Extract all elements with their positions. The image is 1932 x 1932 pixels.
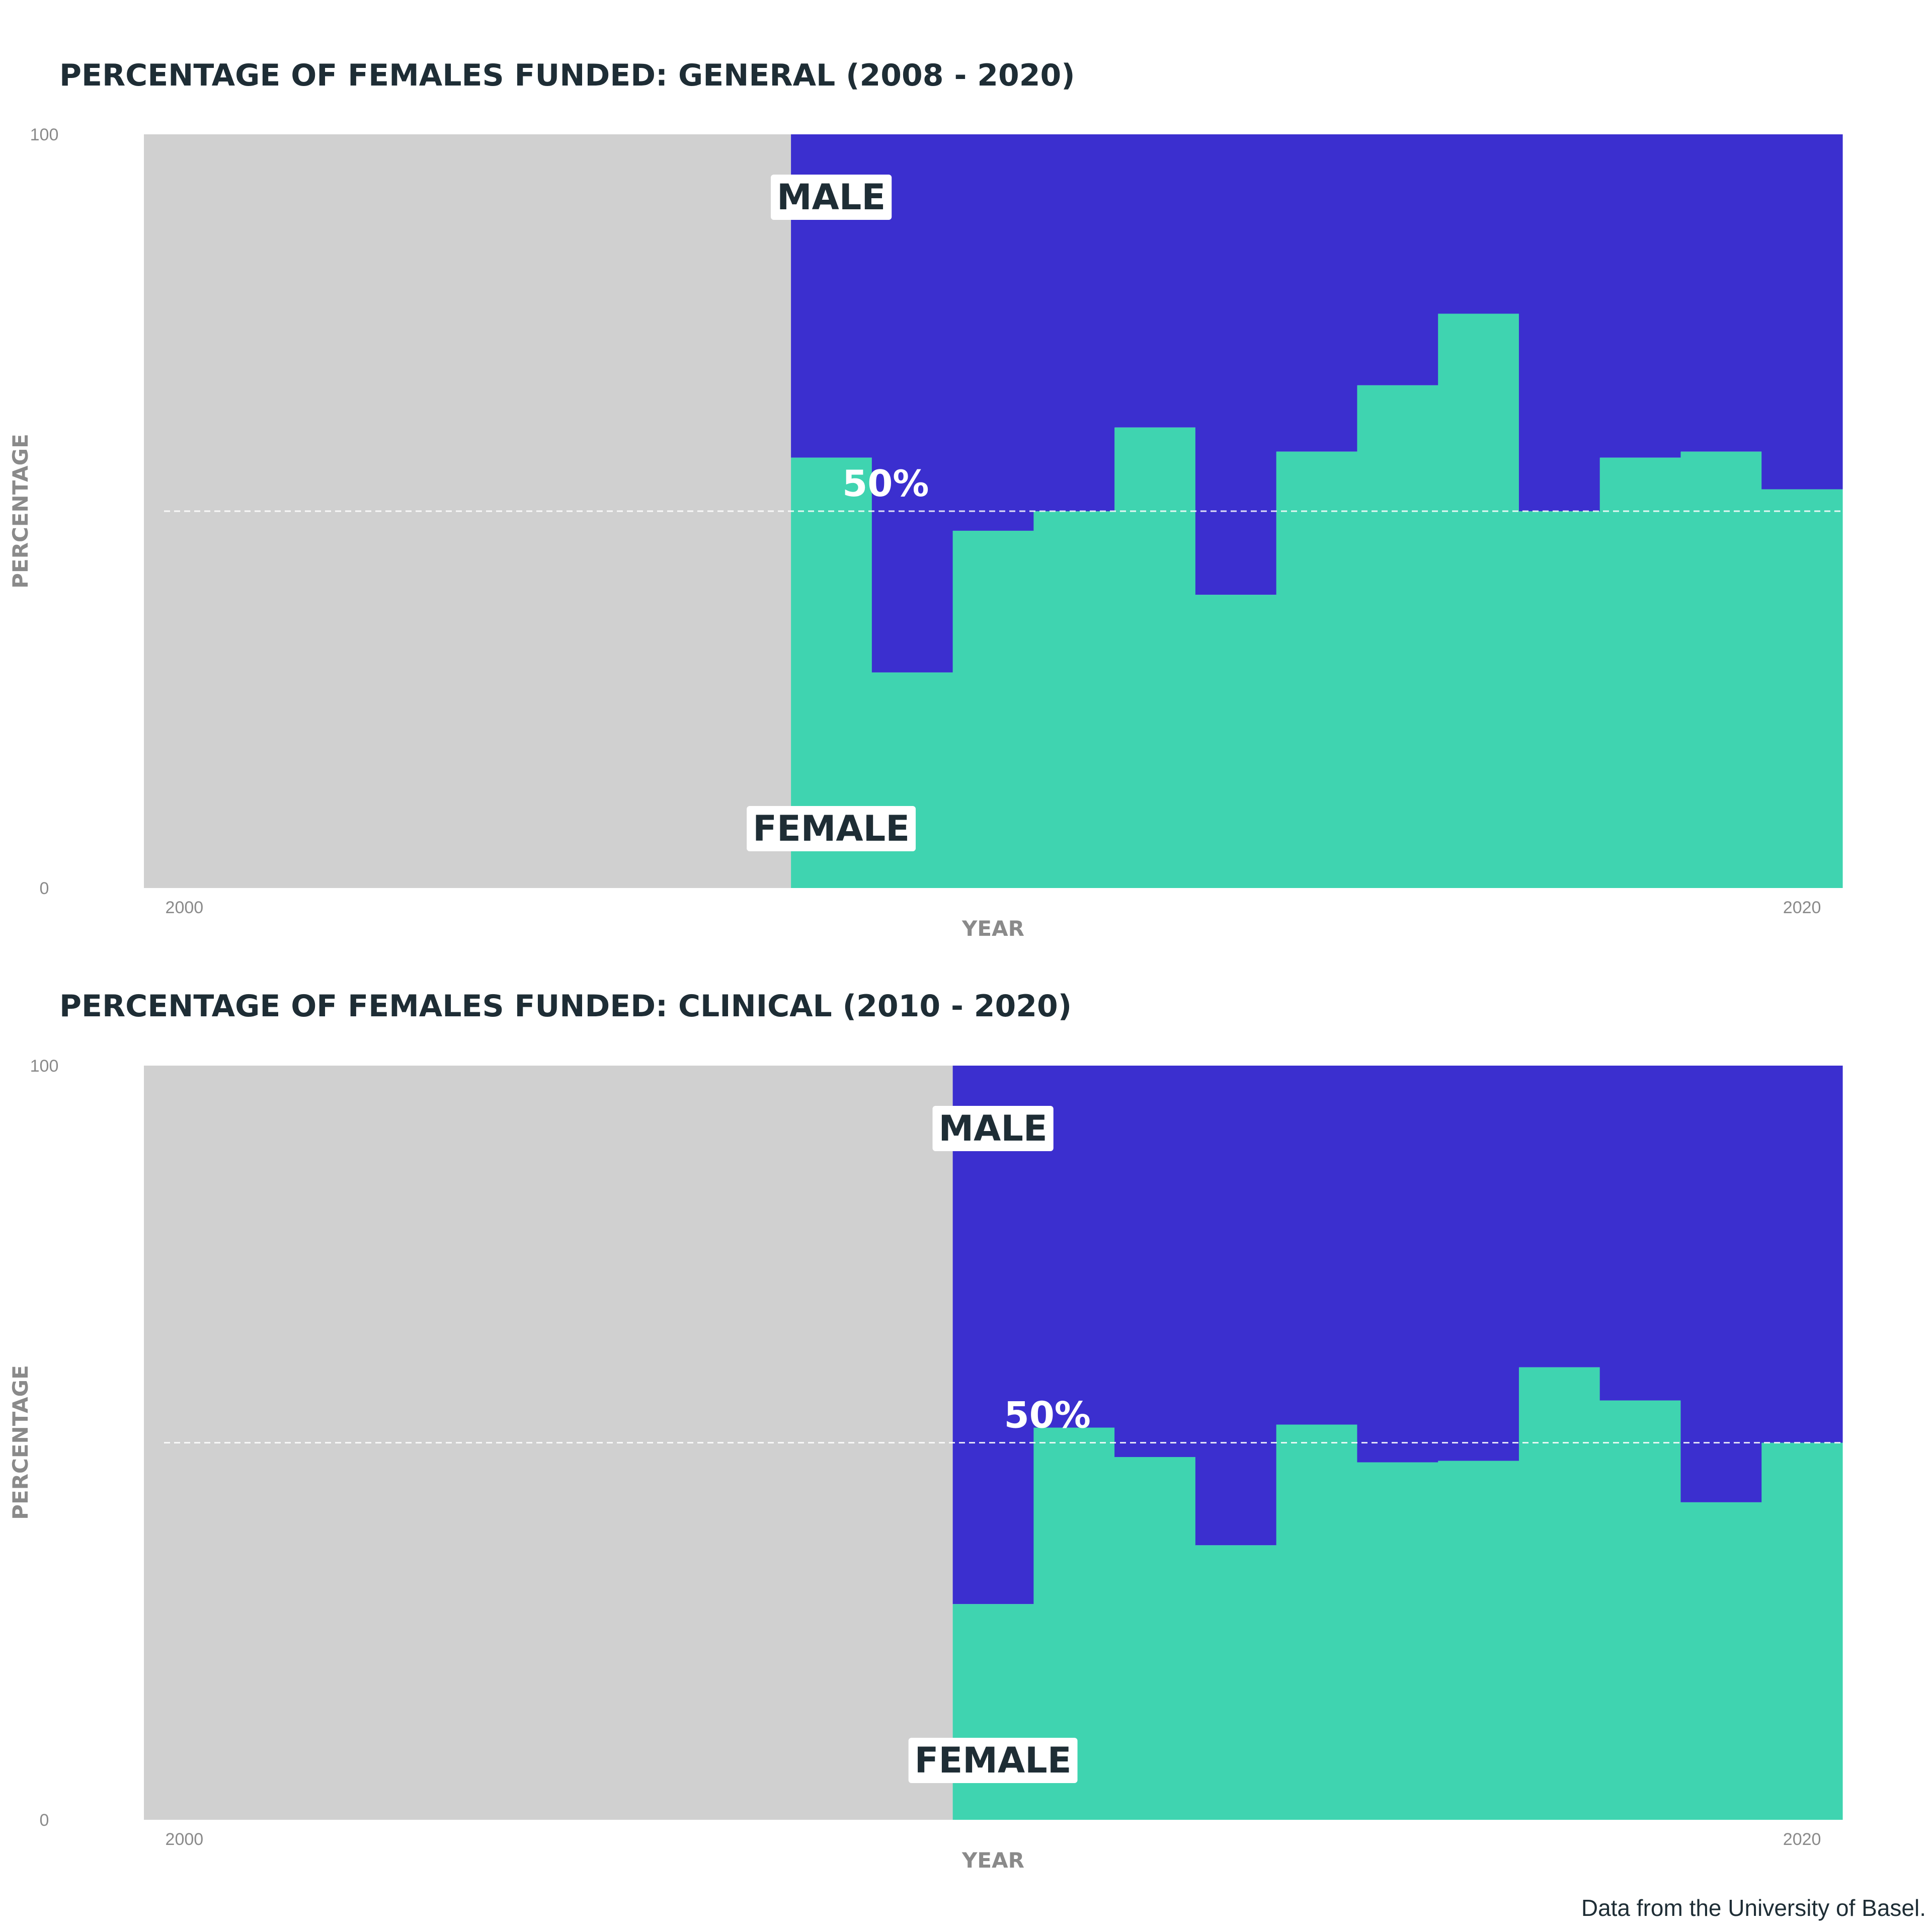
female-bar-2020	[1761, 489, 1843, 888]
female-bar-2015	[1357, 1462, 1438, 1820]
male-bar-2011	[1033, 134, 1115, 511]
x-tick-label: 2000	[166, 898, 204, 917]
y-tick-label: 100	[30, 125, 59, 144]
male-bar-2018	[1599, 1066, 1681, 1401]
female-bar-2014	[1276, 1424, 1358, 1820]
x-tick-label: 2020	[1783, 898, 1821, 917]
male-bar-2016	[1438, 1066, 1519, 1461]
female-bar-2014	[1276, 451, 1358, 888]
male-bar-2010	[952, 134, 1034, 531]
y-tick-label: 100	[30, 1057, 59, 1076]
female-bar-2019	[1680, 1502, 1762, 1820]
female-bar-2011	[1033, 511, 1115, 888]
fifty-percent-label: 50%	[1004, 1394, 1091, 1436]
female-bar-2010	[952, 530, 1034, 888]
female-bar-2017	[1518, 511, 1600, 888]
male-bar-2020	[1761, 1066, 1843, 1443]
male-bar-2018	[1599, 134, 1681, 458]
male-bar-2017	[1518, 134, 1600, 511]
female-bar-2019	[1680, 451, 1762, 888]
male-series-label: MALE	[938, 1108, 1047, 1149]
male-bar-2012	[1114, 1066, 1196, 1457]
female-bar-2015	[1357, 385, 1438, 888]
female-series-label-box	[747, 806, 916, 851]
y-tick-label: 0	[40, 879, 49, 898]
female-series-label-group: FEMALE	[747, 806, 916, 851]
x-tick-label: 2020	[1783, 1830, 1821, 1849]
male-bar-2010	[952, 1066, 1034, 1604]
male-series-label-group: MALE	[932, 1106, 1054, 1151]
male-series-label-box	[770, 175, 892, 220]
female-bar-2017	[1518, 1367, 1600, 1820]
y-axis-label: PERCENTAGE	[8, 1365, 33, 1520]
male-bar-2014	[1276, 1066, 1358, 1425]
male-bar-2012	[1114, 134, 1196, 428]
female-bar-2020	[1761, 1442, 1843, 1820]
male-series-label-box	[932, 1106, 1054, 1151]
male-bar-2019	[1680, 134, 1762, 452]
male-bar-2019	[1680, 1066, 1762, 1502]
male-bar-2020	[1761, 134, 1843, 490]
male-bar-2009	[871, 134, 953, 673]
female-bar-2009	[871, 672, 953, 888]
female-bar-2012	[1114, 427, 1196, 888]
male-bar-2014	[1276, 134, 1358, 452]
male-bar-2015	[1357, 1066, 1438, 1463]
chart-title: PERCENTAGE OF FEMALES FUNDED: CLINICAL (…	[59, 989, 1072, 1024]
fifty-percent-label: 50%	[842, 462, 929, 505]
female-bar-2012	[1114, 1457, 1196, 1820]
x-axis-label: YEAR	[961, 1848, 1024, 1873]
female-bar-2013	[1195, 595, 1277, 888]
panel-general: PERCENTAGE OF FEMALES FUNDED: GENERAL (2…	[8, 58, 1843, 941]
male-series-label: MALE	[777, 177, 886, 218]
female-bar-2018	[1599, 457, 1681, 888]
female-bar-2013	[1195, 1545, 1277, 1820]
x-tick-label: 2000	[166, 1830, 204, 1849]
y-axis-label: PERCENTAGE	[8, 434, 33, 589]
female-bar-2010	[952, 1604, 1034, 1820]
female-bar-2018	[1599, 1400, 1681, 1820]
male-series-label-group: MALE	[770, 175, 892, 220]
panel-clinical: PERCENTAGE OF FEMALES FUNDED: CLINICAL (…	[8, 989, 1843, 1873]
x-axis-label: YEAR	[961, 916, 1024, 941]
male-bar-2017	[1518, 1066, 1600, 1367]
y-tick-label: 0	[40, 1811, 49, 1830]
female-series-label: FEMALE	[753, 808, 910, 849]
female-series-label-group: FEMALE	[908, 1738, 1078, 1783]
female-series-label: FEMALE	[915, 1740, 1072, 1781]
male-bar-2016	[1438, 134, 1519, 314]
female-series-label-box	[908, 1738, 1078, 1783]
male-bar-2015	[1357, 134, 1438, 385]
male-bar-2013	[1195, 134, 1277, 595]
data-source-caption: Data from the University of Basel.	[1581, 1895, 1926, 1921]
chart-title: PERCENTAGE OF FEMALES FUNDED: GENERAL (2…	[59, 58, 1075, 93]
female-bar-2016	[1438, 313, 1519, 889]
male-bar-2013	[1195, 1066, 1277, 1546]
female-bar-2016	[1438, 1461, 1519, 1820]
